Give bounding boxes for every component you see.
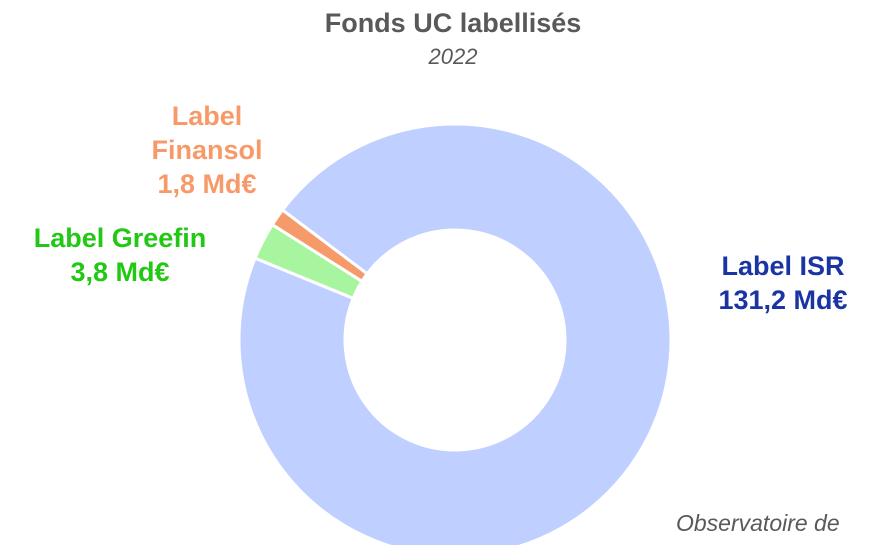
donut-slice	[270, 207, 370, 284]
slice-value: 131,2 Md€	[718, 285, 848, 315]
chart-subtitle: 2022	[428, 44, 478, 69]
donut-slice	[237, 122, 673, 545]
slice-name: Label Finansol	[151, 101, 263, 165]
slice-value: 1,8 Md€	[157, 169, 257, 199]
slice-value: 3,8 Md€	[70, 257, 170, 287]
source-note: Observatoire de	[676, 510, 840, 536]
slice-label: Label ISR 131,2 Md€	[683, 249, 871, 317]
slice-name: Label ISR	[721, 251, 845, 281]
chart-title: Fonds UC labellisés	[324, 8, 582, 38]
slice-label: Label Greefin 3,8 Md€	[0, 221, 240, 289]
slice-name: Label Greefin	[33, 223, 207, 253]
slice-label: Label Finansol 1,8 Md€	[127, 99, 287, 201]
